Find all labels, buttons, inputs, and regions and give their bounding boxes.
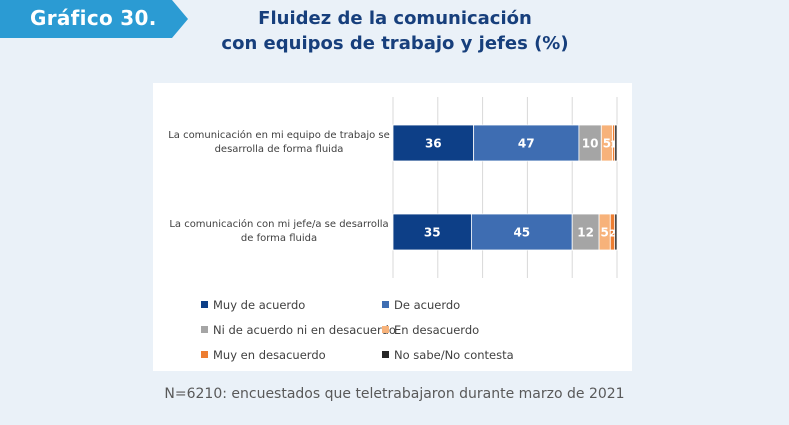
category-label: La comunicación con mi jefe/a se desarro… (169, 218, 388, 230)
bar-segment (470, 213, 573, 251)
bar-segment (614, 213, 618, 251)
stacked-bar-chart: La comunicación en mi equipo de trabajo … (168, 97, 618, 278)
category-label: desarrolla de forma fluida (215, 144, 344, 155)
sample-footnote: N=6210: encuestados que teletrabajaron d… (164, 386, 625, 402)
data-label: 10 (582, 137, 599, 151)
legend-label: Ni de acuerdo ni en desacuerdo (213, 323, 396, 337)
legend-item: Ni de acuerdo ni en desacuerdo (201, 323, 396, 337)
legend-swatch (201, 351, 208, 358)
chart-title-line-1: Fluidez de la comunicación (258, 8, 532, 29)
legend-swatch (382, 326, 389, 333)
data-label: 1 (610, 140, 617, 151)
figure-number: Gráfico 30. (30, 6, 157, 30)
bar-segment (392, 213, 472, 251)
legend-swatch (201, 326, 208, 333)
bar-segment (571, 213, 600, 251)
chart-title-line-2: con equipos de trabajo y jefes (%) (221, 33, 569, 54)
figure-number-badge: Gráfico 30. (0, 0, 190, 38)
category-label: de forma fluida (241, 233, 317, 244)
chart-title: Fluidez de la comunicación con equipos d… (195, 6, 595, 56)
chart-area: La comunicación en mi equipo de trabajo … (153, 83, 632, 371)
legend-item: En desacuerdo (382, 323, 479, 337)
legend-label: Muy en desacuerdo (213, 348, 326, 362)
data-label: 5 (603, 137, 611, 151)
legend-label: De acuerdo (394, 298, 461, 312)
category-label: La comunicación en mi equipo de trabajo … (168, 129, 390, 141)
legend-swatch (382, 351, 389, 358)
data-label: 36 (425, 137, 442, 151)
badge-shape (0, 0, 188, 38)
legend-label: En desacuerdo (394, 323, 480, 337)
bar-segment (473, 124, 580, 162)
legend-label: Muy de acuerdo (213, 298, 306, 312)
legend-label: No sabe/No contesta (394, 348, 514, 362)
legend-item: De acuerdo (382, 298, 460, 312)
legend-swatch (382, 301, 389, 308)
legend-item: Muy de acuerdo (201, 298, 305, 312)
data-label: 5 (601, 226, 609, 240)
data-label: 12 (577, 226, 594, 240)
data-label: 47 (518, 137, 535, 151)
legend-item: No sabe/No contesta (382, 348, 514, 362)
legend-swatch (201, 301, 208, 308)
legend-item: Muy en desacuerdo (201, 348, 326, 362)
data-label: 35 (424, 226, 441, 240)
data-label: 2 (609, 229, 616, 240)
data-label: 45 (513, 226, 530, 240)
bar-segment (614, 124, 618, 162)
